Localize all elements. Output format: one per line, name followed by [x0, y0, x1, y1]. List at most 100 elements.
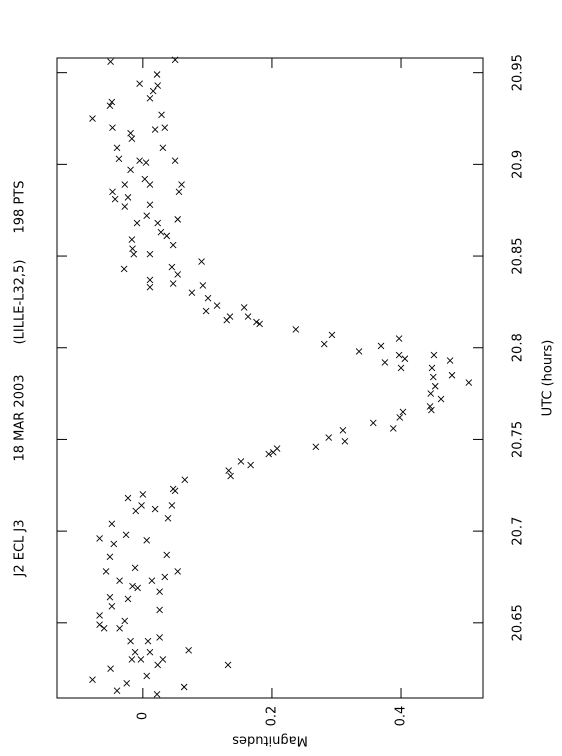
data-point [110, 540, 118, 548]
data-point [128, 656, 136, 663]
data-point [102, 568, 110, 575]
x-tick-label: 20.8 [511, 333, 526, 362]
data-point [171, 157, 179, 165]
data-point [151, 126, 159, 133]
data-point [169, 280, 177, 287]
data-point [113, 687, 121, 694]
data-point [108, 98, 116, 106]
data-point [159, 144, 167, 152]
x-tick-label: 20.75 [511, 421, 526, 458]
data-point [116, 624, 123, 632]
data-point [427, 390, 435, 397]
data-point [161, 124, 169, 132]
data-point [381, 359, 389, 366]
data-point [124, 194, 132, 201]
data-point [426, 403, 434, 410]
data-point [437, 395, 445, 403]
x-tick-label: 20.95 [511, 54, 526, 91]
data-point [96, 612, 103, 619]
data-point [204, 294, 212, 302]
data-point [163, 232, 171, 240]
data-point [116, 577, 123, 584]
data-point [325, 434, 333, 441]
data-point [142, 159, 150, 166]
x-tick-label: 20.7 [511, 517, 526, 546]
data-point [115, 155, 123, 163]
data-point [174, 568, 182, 575]
data-point [137, 656, 145, 663]
annotation: 18 MAR 2003 [13, 374, 28, 461]
data-point [107, 665, 114, 672]
data-point [127, 166, 134, 174]
data-point [146, 283, 154, 291]
data-point [108, 520, 116, 528]
data-point [448, 371, 456, 379]
data-point [339, 426, 347, 434]
data-point [143, 212, 151, 220]
data-point [154, 82, 162, 89]
data-point [188, 289, 196, 297]
data-point [128, 236, 136, 243]
y-axis-label: Magnitudes [232, 733, 308, 748]
data-point [156, 588, 163, 595]
data-point [237, 458, 245, 465]
data-point [223, 316, 231, 324]
data-point [174, 271, 182, 278]
data-point [127, 129, 134, 137]
data-point [181, 476, 189, 484]
data-point [148, 577, 156, 584]
data-point [128, 135, 136, 143]
data-point [397, 364, 405, 372]
data-point [130, 250, 138, 258]
data-point [129, 245, 136, 253]
data-point [163, 551, 171, 559]
y-tick-label: 0.4 [394, 706, 409, 727]
data-point [446, 357, 454, 364]
data-point [100, 624, 108, 632]
data-point [141, 175, 149, 183]
data-point [175, 188, 183, 196]
data-point [120, 265, 128, 273]
annotation: J2 ECL J3 [13, 519, 28, 577]
y-tick-label: 0 [135, 712, 150, 720]
data-point [185, 647, 192, 654]
data-point [213, 302, 221, 309]
data-point [96, 621, 103, 628]
data-point [244, 313, 252, 320]
data-point [369, 419, 377, 427]
data-point [123, 680, 131, 687]
data-point [113, 144, 121, 152]
data-point [131, 648, 139, 656]
data-point [169, 485, 177, 493]
data-point [89, 676, 96, 683]
data-point [431, 382, 439, 390]
data-point [124, 595, 132, 603]
data-point [121, 181, 129, 188]
plot-frame [56, 57, 484, 699]
data-point [156, 634, 163, 641]
data-point [139, 491, 147, 498]
data-point [273, 445, 281, 452]
data-point [146, 250, 154, 258]
data-point [109, 188, 116, 196]
data-point [247, 461, 254, 469]
data-point [151, 505, 159, 513]
data-point [131, 564, 139, 572]
data-point [399, 408, 407, 416]
data-point [154, 219, 162, 227]
data-point [164, 514, 172, 522]
data-point [149, 87, 157, 95]
data-point [389, 425, 397, 432]
data-point [156, 606, 163, 614]
data-point [428, 364, 436, 372]
data-point [224, 661, 232, 669]
data-point [108, 602, 116, 610]
data-point [174, 216, 182, 223]
data-point [256, 320, 263, 328]
data-point [138, 502, 145, 509]
data-point [121, 617, 129, 625]
data-point [144, 637, 152, 645]
data-point [111, 195, 119, 203]
data-point [146, 276, 154, 284]
